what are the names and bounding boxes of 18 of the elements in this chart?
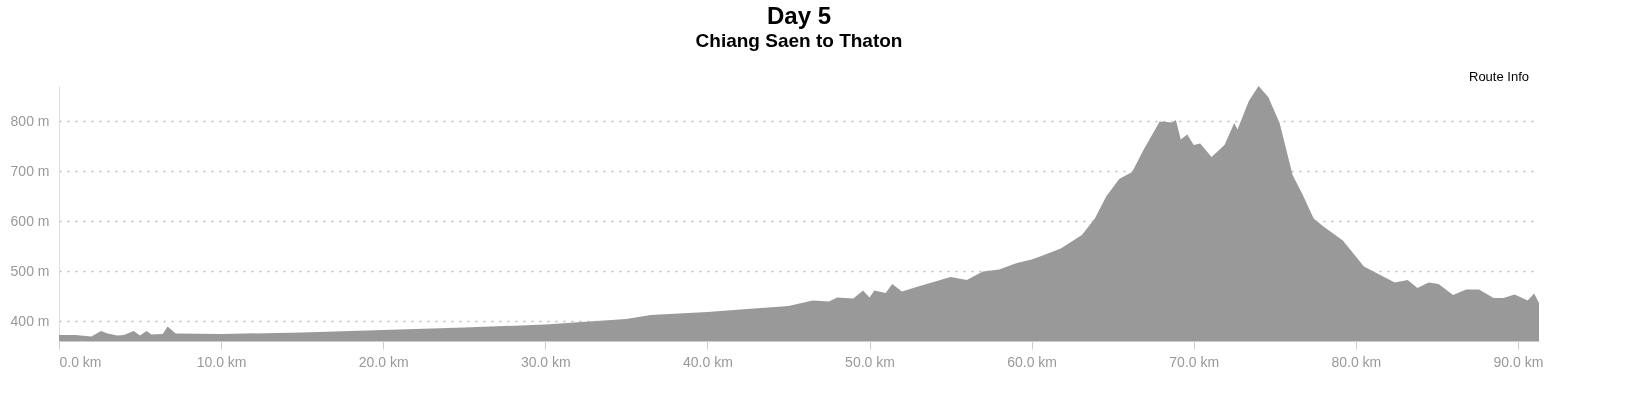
text: Route Info: [1469, 69, 1529, 84]
y-tick-label: 800 m: [10, 112, 50, 129]
chart-subtitle: Chiang Saen to Thaton: [695, 30, 903, 51]
y-tick-label: 400 m: [10, 312, 50, 329]
x-tick-label: 0.0 km: [59, 353, 102, 370]
x-tick-label: 80.0 km: [1331, 353, 1382, 370]
x-tick-label: 70.0 km: [1169, 353, 1220, 370]
x-tick-label: 10.0 km: [196, 353, 247, 370]
x-tick-label: 60.0 km: [1007, 353, 1058, 370]
x-tick-label: 40.0 km: [683, 353, 733, 370]
x-tick-label: 50.0 km: [845, 353, 895, 370]
x-tick-label: 30.0 km: [520, 353, 571, 370]
x-tick-label: 20.0 km: [358, 353, 409, 370]
y-tick-label: 500 m: [10, 262, 50, 279]
y-tick-label: 600 m: [10, 212, 50, 229]
x-tick-label: 90.0 km: [1493, 353, 1544, 370]
y-tick-label: 700 m: [10, 162, 50, 179]
chart-title: Day 5: [766, 2, 832, 29]
